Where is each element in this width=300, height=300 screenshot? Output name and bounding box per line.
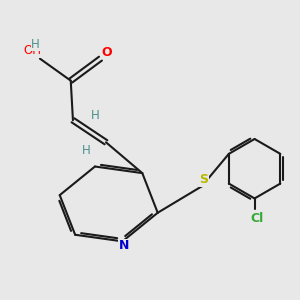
Text: S: S [200, 173, 208, 186]
Text: O: O [102, 46, 112, 59]
Text: H: H [91, 110, 99, 122]
Text: OH: OH [23, 44, 41, 57]
Text: H: H [31, 38, 40, 51]
Text: Cl: Cl [250, 212, 263, 225]
Text: N: N [118, 239, 129, 252]
Text: H: H [82, 143, 91, 157]
